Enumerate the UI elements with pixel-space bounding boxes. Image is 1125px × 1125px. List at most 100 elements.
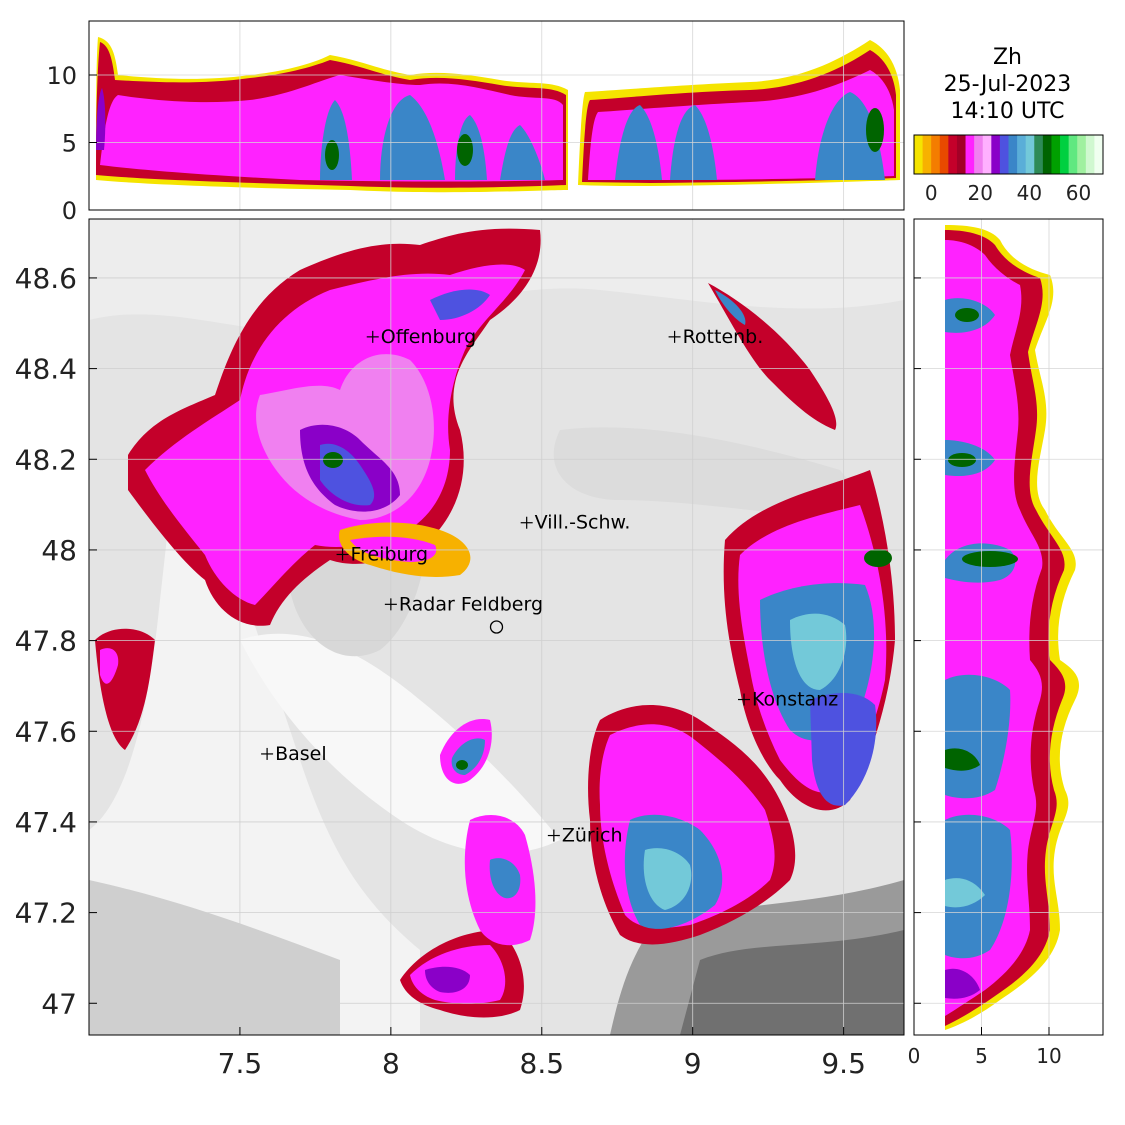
city-marker: Zürich [547,825,623,847]
right-cell-476-green [945,748,980,771]
city-marker: Freiburg [336,543,428,565]
alps-high-terrain [680,930,904,1035]
map-x-tick-label: 9.5 [821,1047,866,1080]
right-x-tick-label: 10 [1036,1044,1061,1068]
top-cell-4 [500,125,545,180]
city-marker: Rottenb. [668,326,764,348]
city-label: Radar Feldberg [399,593,543,615]
map-y-tick-label: 47.4 [15,806,77,839]
colorbar-swatch [1094,135,1104,174]
map-frame [88,218,905,1036]
colorbar-swatch [1034,135,1044,174]
right-cross-section-panel: 0 5 10 [908,218,1104,1068]
top-y-tick-label: 5 [62,130,77,158]
top-cell-3-green [457,134,473,166]
city-label: Offenburg [381,326,476,348]
storm-small-cell-green [456,760,468,770]
map-y-axis: 47 47.2 47.4 47.6 47.8 48 48.2 48.4 48.6 [15,262,97,1020]
map-y-tick-label: 48.4 [15,353,77,386]
city-label: Rottenb. [683,326,764,348]
right-cell-472-cyan [945,878,985,908]
top-cross-section-panel: 0 5 10 [46,20,905,225]
colorbar-swatch [965,135,975,174]
right-cell-482-green [948,453,976,467]
storm-se-blue [810,693,877,806]
top-y-tick-label: 0 [62,197,77,225]
right-reflectivity [945,225,1080,1030]
colorbar-swatch [974,135,984,174]
radar-location-marker [489,620,504,634]
right-cell-48-green [962,551,1018,567]
storm-east-green [864,549,892,567]
right-frame [913,218,1104,1036]
map-x-tick-label: 9 [684,1047,702,1080]
colorbar-frame [913,134,1104,175]
colorbar-swatch [1042,135,1052,174]
storm-sw-purple [425,966,470,993]
city-label: Konstanz [752,689,838,711]
rhine-valley-terrain [89,420,420,1035]
variable-label: Zh [992,45,1022,70]
top-reflectivity [96,37,900,193]
city-marker: Konstanz [738,689,838,711]
right-y-tick-marks [914,277,921,1004]
colorbar-swatch [991,135,1001,174]
storm-west-core [100,648,119,684]
colorbar-swatch [914,135,924,174]
colorbar-tick-label: 60 [1066,181,1091,205]
top-east-core [588,70,894,180]
colorbar-swatch [999,135,1009,174]
date-label: 25-Jul-2023 [943,72,1072,97]
city-marker: Basel [261,743,327,765]
colorbar-swatch [922,135,932,174]
colorbar: 0 20 40 60 [913,134,1104,205]
colorbar-swatch [931,135,941,174]
colorbar-swatches [914,135,1104,174]
colorbar-swatch [1085,135,1095,174]
storm-zurich-west-blue [489,858,521,899]
top-frame [88,20,905,211]
colorbar-swatch [1077,135,1087,174]
map-x-tick-label: 8.5 [520,1047,565,1080]
colorbar-swatch [956,135,967,174]
colorbar-swatch [1008,135,1018,174]
map-x-tick-label: 8 [382,1047,400,1080]
top-y-axis: 0 5 10 [46,62,97,225]
right-x-tick-label: 0 [908,1044,921,1068]
city-marker: Radar Feldberg [384,593,543,615]
storm-n-blue [430,289,490,320]
time-label: 14:10 UTC [950,99,1065,124]
colorbar-swatch [1017,135,1027,174]
right-x-tick-label: 5 [975,1044,988,1068]
jura-terrain [89,880,340,1035]
colorbar-swatch [1060,135,1070,174]
top-east-cell-3-green [866,108,884,152]
figure-title: Zh 25-Jul-2023 14:10 UTC [905,44,1110,125]
map-y-tick-label: 48 [41,534,77,567]
colorbar-swatch [982,135,992,174]
right-cell-south [945,968,980,999]
colorbar-swatch [1025,135,1035,174]
storm-east-cyan [790,613,847,690]
echo-feldberg-core [350,536,437,562]
map-gridlines [89,219,904,1035]
map-y-tick-label: 48.2 [15,443,77,476]
colorbar-swatch [948,135,958,174]
city-label: Basel [275,743,327,765]
right-x-axis: 0 5 10 [908,1027,1062,1068]
map-city-markers: Offenburg Rottenb. Vill.-Schw. Freiburg Rada… [261,326,838,847]
lowland-terrain [240,633,560,854]
top-west-edge [96,88,106,150]
top-cell-2 [380,95,445,180]
city-label: Zürich [562,825,623,847]
right-cell-472 [945,814,1012,959]
top-east-cell-3 [815,92,885,180]
storm-south-cyan [643,848,692,910]
colorbar-swatch [939,135,949,174]
map-x-axis: 7.5 8 8.5 9 9.5 [218,1027,866,1080]
map-y-tick-label: 47.2 [15,897,77,930]
top-y-tick-label: 10 [46,62,77,90]
colorbar-swatch [1051,135,1061,174]
map-y-tick-label: 47 [41,987,77,1020]
